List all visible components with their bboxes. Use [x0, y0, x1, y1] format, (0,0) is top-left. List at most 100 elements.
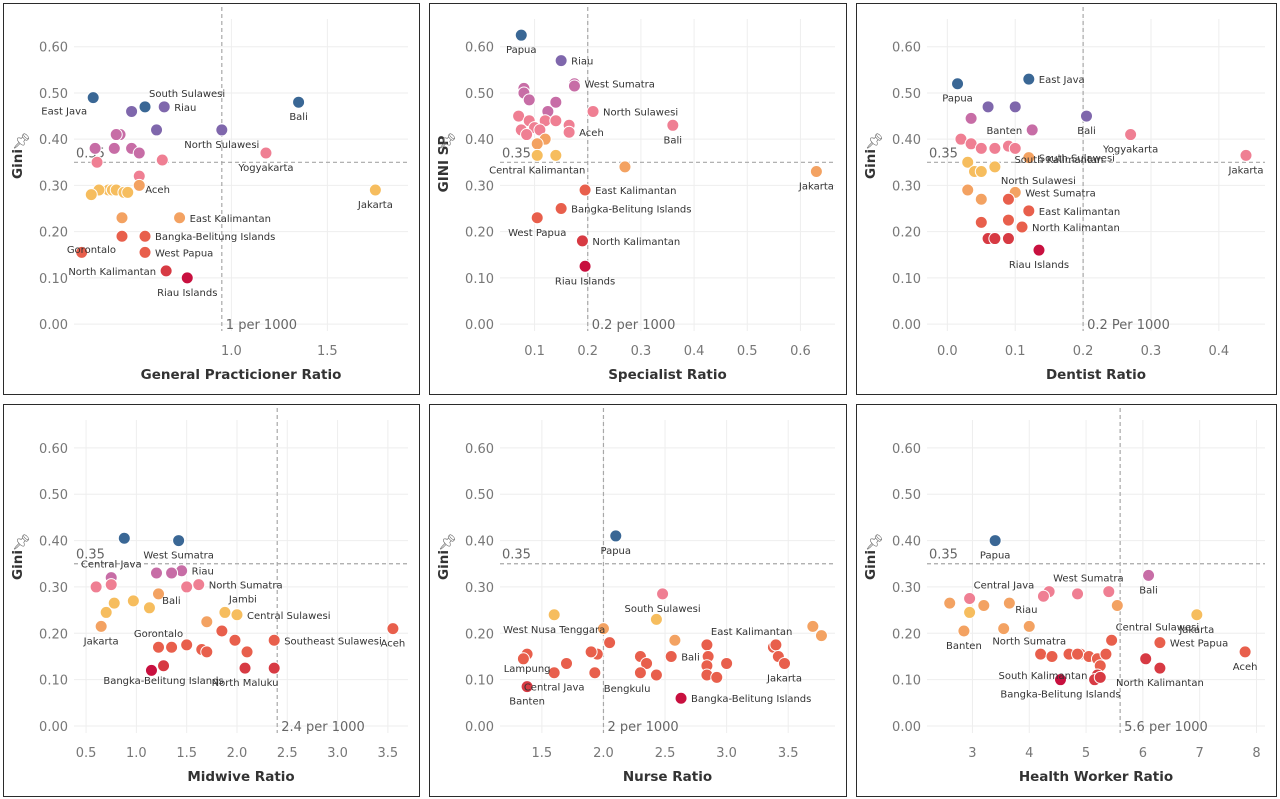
data-point[interactable]: [769, 638, 783, 652]
data-point[interactable]: [1022, 619, 1036, 633]
data-point[interactable]: [640, 656, 654, 670]
data-point[interactable]: [1001, 232, 1015, 246]
data-point[interactable]: [1022, 204, 1036, 218]
data-point[interactable]: [530, 137, 544, 151]
data-point[interactable]: [520, 128, 534, 142]
data-point[interactable]: [180, 271, 194, 285]
data-point[interactable]: [149, 566, 163, 580]
data-point[interactable]: [560, 656, 574, 670]
data-point[interactable]: [554, 202, 568, 216]
data-point[interactable]: [1110, 598, 1124, 612]
data-point[interactable]: [94, 619, 108, 633]
data-point[interactable]: [144, 663, 158, 677]
data-point[interactable]: [1139, 652, 1153, 666]
data-point[interactable]: [988, 232, 1002, 246]
data-point[interactable]: [165, 566, 179, 580]
data-point[interactable]: [180, 580, 194, 594]
data-point[interactable]: [180, 638, 194, 652]
pushpin-icon[interactable]: 📌︎: [12, 533, 32, 551]
data-point[interactable]: [109, 128, 123, 142]
data-point[interactable]: [809, 165, 823, 179]
pushpin-icon[interactable]: 📌︎: [12, 132, 32, 150]
data-point[interactable]: [957, 624, 971, 638]
data-point[interactable]: [99, 605, 113, 619]
data-point[interactable]: [84, 188, 98, 202]
data-point[interactable]: [230, 608, 244, 622]
data-point[interactable]: [974, 192, 988, 206]
data-point[interactable]: [547, 666, 561, 680]
data-point[interactable]: [520, 680, 534, 694]
data-point[interactable]: [132, 146, 146, 160]
data-point[interactable]: [549, 148, 563, 162]
data-point[interactable]: [165, 640, 179, 654]
data-point[interactable]: [259, 146, 273, 160]
data-point[interactable]: [584, 645, 598, 659]
data-point[interactable]: [88, 141, 102, 155]
data-point[interactable]: [1036, 589, 1050, 603]
data-point[interactable]: [649, 612, 663, 626]
data-point[interactable]: [943, 596, 957, 610]
data-point[interactable]: [125, 104, 139, 118]
data-point[interactable]: [1105, 633, 1119, 647]
data-point[interactable]: [126, 594, 140, 608]
data-point[interactable]: [988, 534, 1002, 548]
data-point[interactable]: [562, 125, 576, 139]
data-point[interactable]: [596, 622, 610, 636]
data-point[interactable]: [107, 141, 121, 155]
data-point[interactable]: [90, 155, 104, 169]
data-point[interactable]: [215, 624, 229, 638]
pushpin-icon[interactable]: 📌︎: [438, 533, 458, 551]
data-point[interactable]: [603, 636, 617, 650]
data-point[interactable]: [1153, 636, 1167, 650]
data-point[interactable]: [588, 666, 602, 680]
data-point[interactable]: [1102, 585, 1116, 599]
data-point[interactable]: [1022, 151, 1036, 165]
data-point[interactable]: [107, 596, 121, 610]
data-point[interactable]: [215, 123, 229, 137]
data-point[interactable]: [522, 93, 536, 107]
data-point[interactable]: [549, 95, 563, 109]
data-point[interactable]: [267, 633, 281, 647]
data-point[interactable]: [1071, 647, 1085, 661]
data-point[interactable]: [997, 622, 1011, 636]
pushpin-icon[interactable]: 📌︎: [438, 132, 458, 150]
data-point[interactable]: [159, 264, 173, 278]
data-point[interactable]: [656, 587, 670, 601]
data-point[interactable]: [267, 661, 281, 675]
data-point[interactable]: [700, 638, 714, 652]
data-point[interactable]: [609, 529, 623, 543]
data-point[interactable]: [1001, 192, 1015, 206]
data-point[interactable]: [228, 633, 242, 647]
data-point[interactable]: [172, 534, 186, 548]
data-point[interactable]: [649, 668, 663, 682]
data-point[interactable]: [86, 91, 100, 105]
data-point[interactable]: [1015, 220, 1029, 234]
data-point[interactable]: [974, 141, 988, 155]
data-point[interactable]: [1032, 243, 1046, 257]
data-point[interactable]: [664, 649, 678, 663]
data-point[interactable]: [964, 111, 978, 125]
data-point[interactable]: [238, 661, 252, 675]
data-point[interactable]: [512, 109, 526, 123]
data-point[interactable]: [1124, 128, 1138, 142]
data-point[interactable]: [1053, 673, 1067, 687]
data-point[interactable]: [567, 79, 581, 93]
data-point[interactable]: [963, 592, 977, 606]
data-point[interactable]: [778, 656, 792, 670]
data-point[interactable]: [115, 211, 129, 225]
data-point[interactable]: [951, 77, 965, 91]
data-point[interactable]: [132, 178, 146, 192]
pushpin-icon[interactable]: 📌︎: [865, 132, 885, 150]
data-point[interactable]: [1002, 596, 1016, 610]
data-point[interactable]: [173, 211, 187, 225]
data-point[interactable]: [150, 123, 164, 137]
data-point[interactable]: [157, 100, 171, 114]
data-point[interactable]: [117, 531, 131, 545]
data-point[interactable]: [1142, 568, 1156, 582]
data-point[interactable]: [1008, 141, 1022, 155]
data-point[interactable]: [961, 155, 975, 169]
data-point[interactable]: [530, 211, 544, 225]
data-point[interactable]: [575, 234, 589, 248]
data-point[interactable]: [1093, 670, 1107, 684]
data-point[interactable]: [75, 245, 89, 259]
